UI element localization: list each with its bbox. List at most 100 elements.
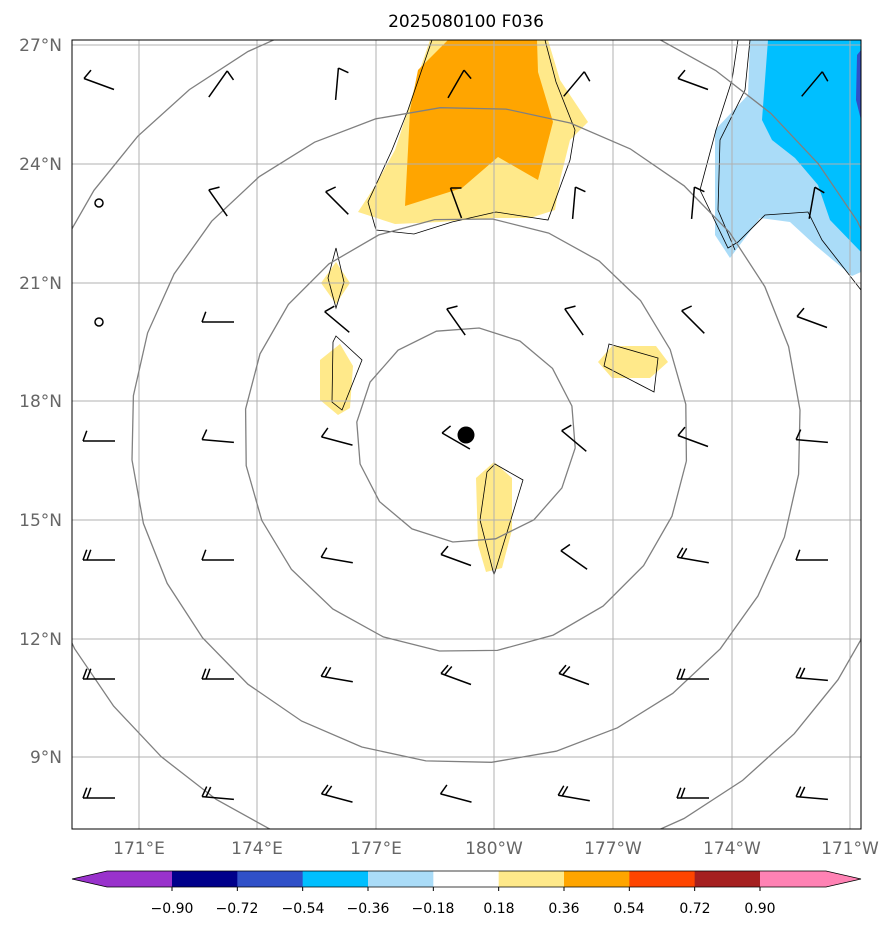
wind-barb — [324, 305, 350, 333]
x-tick-label: 177°E — [350, 839, 402, 859]
wind-barb — [201, 429, 234, 444]
colorbar-tick-label: −0.54 — [282, 901, 325, 917]
wind-barb — [320, 784, 353, 803]
x-tick-label: 180°W — [465, 839, 523, 859]
wind-barb — [558, 664, 590, 686]
range-ring — [244, 218, 688, 652]
wind-barb — [795, 667, 828, 682]
wind-barb — [82, 787, 115, 799]
wind-barb — [82, 668, 115, 680]
wind-barb — [676, 547, 709, 564]
wind-barb — [441, 425, 471, 450]
positive-anomaly-small-2 — [320, 344, 353, 415]
colorbar-tick-label: 0.90 — [744, 901, 775, 917]
range-rings — [72, 40, 861, 829]
wind-barb — [449, 187, 463, 219]
x-tick-label: 171°E — [113, 839, 165, 859]
wind-barb — [447, 69, 472, 99]
wind-barb — [439, 784, 472, 803]
colorbar-tick-label: −0.18 — [412, 901, 455, 917]
wind-barb — [677, 69, 709, 91]
wind-barb — [201, 786, 234, 801]
wind-barb — [690, 186, 705, 219]
wind-barb — [571, 186, 586, 219]
x-axis: 171°E 174°E 177°E 180°W 177°W 174°W 171°… — [113, 839, 879, 859]
range-ring — [72, 40, 861, 829]
colorbar-swatch — [172, 871, 238, 887]
y-tick-label: 21°N — [19, 274, 62, 294]
colorbar-tick-label: 0.18 — [483, 901, 514, 917]
wind-barb — [83, 69, 115, 91]
wind-barb — [808, 186, 825, 219]
y-tick-label: 15°N — [19, 511, 62, 531]
wind-barb — [320, 427, 353, 446]
wind-barb — [440, 545, 472, 567]
colorbar-swatch — [760, 871, 861, 887]
colorbar-swatch — [694, 871, 761, 887]
plot-frame — [71, 39, 862, 830]
colorbar-ticks: −0.90 −0.72 −0.54 −0.36 −0.18 0.18 0.36 … — [151, 901, 776, 917]
y-tick-label: 9°N — [30, 748, 62, 768]
wind-barb — [560, 543, 588, 570]
colorbar-swatch — [629, 871, 696, 887]
negative-anomaly-edge — [856, 50, 861, 120]
wind-barb — [681, 305, 705, 334]
calm-wind-marker — [94, 198, 104, 208]
wind-barb — [796, 307, 828, 329]
shaded-field-layer — [320, 40, 861, 572]
colorbar-swatch — [498, 871, 565, 887]
y-tick-label: 27°N — [19, 36, 62, 56]
wind-barb — [82, 430, 115, 442]
colorbar-tick-label: −0.36 — [347, 901, 390, 917]
colorbar-swatch — [302, 871, 369, 887]
colorbar-tick-label: 0.72 — [679, 901, 710, 917]
wind-barbs — [82, 67, 829, 803]
wind-barb — [563, 71, 591, 97]
wind-barb — [801, 71, 829, 97]
y-tick-label: 12°N — [19, 630, 62, 650]
colorbar-tick-label: 0.36 — [548, 901, 579, 917]
calm-wind-marker — [94, 317, 104, 327]
colorbar-tick-label: −0.72 — [216, 901, 259, 917]
y-axis: 27°N 24°N 21°N 18°N 15°N 12°N 9°N — [19, 36, 62, 768]
map-plot-area — [72, 40, 861, 829]
wind-barb — [446, 305, 466, 336]
positive-anomaly-small-3 — [598, 346, 668, 378]
wind-barb — [676, 668, 709, 680]
wind-barb — [795, 786, 828, 801]
wind-barb — [320, 547, 353, 564]
wind-barb — [561, 424, 587, 452]
x-tick-label: 174°E — [231, 839, 283, 859]
wind-barb — [201, 311, 234, 323]
colorbar-tick-label: −0.90 — [151, 901, 194, 917]
y-tick-label: 18°N — [19, 392, 62, 412]
colorbar-outline — [71, 870, 862, 888]
colorbar-swatch — [433, 871, 500, 887]
wind-barb — [208, 70, 235, 98]
x-tick-label: 177°W — [584, 839, 642, 859]
colorbar — [71, 870, 862, 891]
wind-barb — [440, 664, 472, 686]
colorbar-swatch — [237, 871, 304, 887]
wind-barb — [676, 787, 709, 799]
x-tick-label: 171°W — [821, 839, 879, 859]
wind-barb — [795, 429, 828, 444]
storm-center-marker — [457, 426, 475, 444]
wind-barb — [557, 785, 590, 802]
wind-barb — [201, 668, 234, 680]
negative-anomaly-northeast-strong — [762, 40, 861, 252]
wind-barb — [334, 67, 349, 100]
chart-title: 2025080100 F036 — [388, 12, 544, 32]
graticule — [72, 40, 861, 829]
wind-barb — [201, 549, 234, 561]
wind-barb — [320, 666, 353, 683]
wind-barb — [208, 186, 228, 217]
y-tick-label: 24°N — [19, 155, 62, 175]
range-ring — [131, 107, 801, 763]
wind-barb — [325, 186, 349, 215]
colorbar-swatch — [564, 871, 630, 887]
colorbar-swatch — [72, 871, 172, 887]
colorbar-tick-label: 0.54 — [613, 901, 644, 917]
wind-barb — [564, 305, 584, 336]
